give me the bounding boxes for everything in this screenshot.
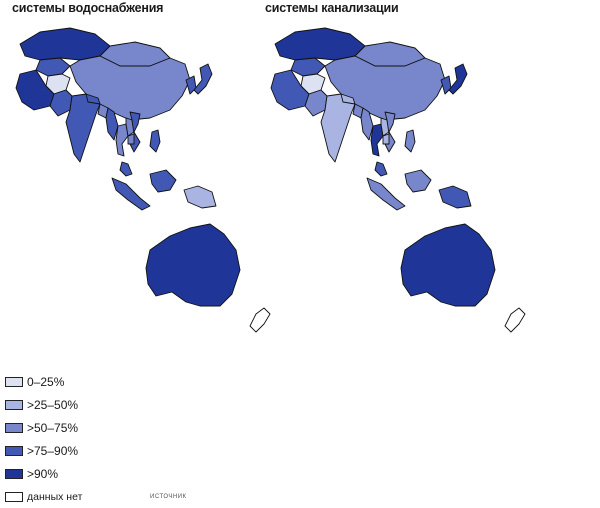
legend-label: >75–90%: [27, 443, 79, 458]
legend-label: >90%: [27, 466, 59, 481]
region-japan: [448, 63, 468, 95]
region-myanmar: [360, 107, 374, 141]
region-indonesia-e: [404, 169, 432, 193]
region-india: [65, 93, 101, 163]
legend-item-75-90: >75–90%: [5, 439, 82, 462]
legend-label: >25–50%: [27, 397, 79, 412]
region-central-asia: [290, 57, 326, 77]
map-title-water-supply: системы водоснабжения: [12, 1, 164, 15]
region-australia: [145, 223, 241, 307]
legend-swatch: [5, 445, 23, 456]
legend-label: 0–25%: [27, 374, 65, 389]
legend-item-90: >90%: [5, 462, 82, 485]
region-indonesia-w: [111, 177, 151, 211]
region-indonesia-w: [366, 177, 406, 211]
legend-swatch: [5, 491, 23, 502]
map-title-sanitation: системы канализации: [265, 1, 399, 15]
legend-swatch: [5, 376, 23, 387]
legend-swatch: [5, 468, 23, 479]
legend-item-0-25: 0–25%: [5, 370, 82, 393]
region-kazakhstan: [274, 27, 366, 61]
region-papua: [438, 185, 472, 209]
legend: 0–25% >25–50% >50–75% >75–90% >90% данны…: [5, 370, 82, 508]
legend-label: данных нет: [27, 490, 83, 503]
legend-item-50-75: >50–75%: [5, 416, 82, 439]
region-malaysia: [374, 161, 388, 177]
map-sanitation: [270, 27, 526, 333]
region-central-asia: [35, 57, 71, 77]
map-water-supply: [15, 27, 271, 333]
region-australia: [400, 223, 496, 307]
region-india: [320, 93, 356, 163]
legend-item-no-data: данных нет: [5, 485, 82, 508]
region-thailand: [370, 123, 384, 157]
legend-label: >50–75%: [27, 420, 79, 435]
legend-swatch: [5, 399, 23, 410]
region-indonesia-e: [149, 169, 177, 193]
region-cambodia: [382, 133, 390, 145]
region-philippines: [404, 129, 416, 153]
region-nz: [504, 307, 526, 333]
region-papua: [183, 185, 217, 209]
region-japan: [193, 63, 213, 95]
region-nz: [249, 307, 271, 333]
region-thailand: [115, 123, 129, 157]
region-kazakhstan: [19, 27, 111, 61]
region-cambodia: [127, 133, 135, 145]
region-philippines: [149, 129, 161, 153]
source-note: ИСТОЧНИК: [150, 494, 187, 500]
region-malaysia: [119, 161, 133, 177]
legend-swatch: [5, 422, 23, 433]
region-myanmar: [105, 107, 119, 141]
legend-item-25-50: >25–50%: [5, 393, 82, 416]
